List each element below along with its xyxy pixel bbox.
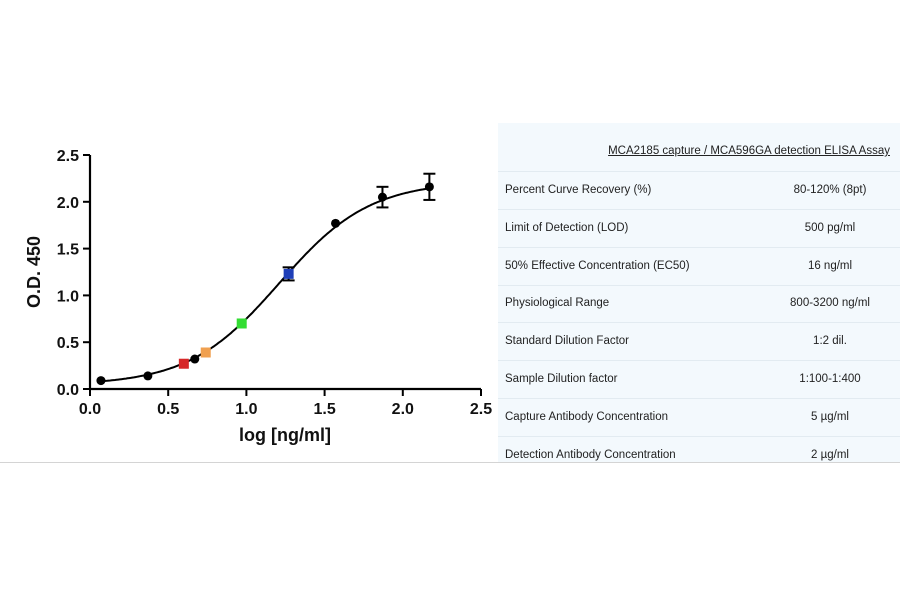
data-point-square — [200, 347, 211, 358]
row-divider — [498, 285, 900, 286]
row-divider — [498, 247, 900, 248]
data-point-circle — [377, 192, 387, 202]
table-row: Standard Dilution Factor 1:2 dil. — [498, 335, 900, 357]
x-tick-label: 0.0 — [79, 401, 101, 418]
row-value: 500 pg/ml — [804, 222, 856, 234]
y-axis-ticks: 0.0 0.5 1.0 1.5 2.0 2.5 — [57, 148, 90, 399]
data-point-square — [178, 358, 189, 369]
fit-curve-line — [99, 187, 432, 383]
row-value: 5 µg/ml — [811, 411, 849, 423]
data-point-circle — [96, 376, 106, 386]
row-value: 1:100-1:400 — [799, 373, 861, 385]
y-axis-title: O.D. 450 — [24, 236, 44, 308]
x-tick-label: 0.5 — [157, 401, 179, 418]
data-point-circle — [424, 182, 434, 192]
x-tick-label: 1.0 — [235, 401, 257, 418]
row-label: Capture Antibody Concentration — [505, 411, 669, 423]
row-value: 16 ng/ml — [807, 260, 853, 272]
row-divider — [498, 360, 900, 361]
y-tick-label: 1.0 — [57, 288, 79, 305]
row-label: 50% Effective Concentration (EC50) — [505, 260, 690, 272]
row-label: Limit of Detection (LOD) — [505, 222, 629, 234]
row-value: 1:2 dil. — [813, 335, 847, 347]
row-value: 800-3200 ng/ml — [790, 297, 870, 309]
table-row: Capture Antibody Concentration 5 µg/ml — [498, 411, 900, 433]
data-point-square — [236, 318, 247, 329]
x-tick-label: 2.5 — [470, 401, 492, 418]
bottom-divider-line — [0, 462, 900, 463]
row-value: 2 µg/ml — [811, 449, 849, 461]
row-value: 80-120% (8pt) — [793, 184, 867, 196]
row-divider — [498, 398, 900, 399]
table-row: Physiological Range 800-3200 ng/ml — [498, 297, 900, 319]
row-divider — [498, 436, 900, 437]
table-row: Detection Antibody Concentration 2 µg/ml — [498, 449, 900, 471]
y-tick-label: 1.5 — [57, 242, 79, 259]
data-point-circle — [190, 354, 200, 364]
row-divider — [498, 171, 900, 172]
row-divider — [498, 322, 900, 323]
x-axis-title: log [ng/ml] — [239, 425, 331, 445]
row-label: Physiological Range — [505, 297, 610, 309]
elisa-standard-curve-chart: 0.0 0.5 1.0 1.5 2.0 2.5 0.0 0.5 1.0 1.5 2.0 2.5 O.… — [24, 148, 492, 445]
data-point-circle — [143, 371, 153, 381]
x-tick-label: 1.5 — [313, 401, 335, 418]
y-tick-label: 2.5 — [57, 148, 79, 165]
y-tick-label: 0.5 — [57, 335, 79, 352]
row-label: Percent Curve Recovery (%) — [505, 184, 652, 196]
x-tick-label: 2.0 — [392, 401, 414, 418]
row-label: Detection Antibody Concentration — [505, 449, 676, 461]
assay-parameters-table: MCA2185 capture / MCA596GA detection ELI… — [498, 123, 900, 463]
table-row: Sample Dilution factor 1:100-1:400 — [498, 373, 900, 395]
table-row: 50% Effective Concentration (EC50) 16 ng… — [498, 260, 900, 282]
y-tick-label: 0.0 — [57, 382, 79, 399]
row-label: Standard Dilution Factor — [505, 335, 630, 347]
table-title: MCA2185 capture / MCA596GA detection ELI… — [608, 145, 890, 157]
y-tick-label: 2.0 — [57, 195, 79, 212]
data-point-square — [283, 268, 294, 279]
table-row: Percent Curve Recovery (%) 80-120% (8pt) — [498, 184, 900, 206]
data-point-circle — [331, 218, 341, 228]
x-axis-ticks: 0.0 0.5 1.0 1.5 2.0 2.5 — [79, 389, 492, 418]
table-row: Limit of Detection (LOD) 500 pg/ml — [498, 222, 900, 244]
row-label: Sample Dilution factor — [505, 373, 618, 385]
data-points — [96, 172, 436, 386]
row-divider — [498, 209, 900, 210]
